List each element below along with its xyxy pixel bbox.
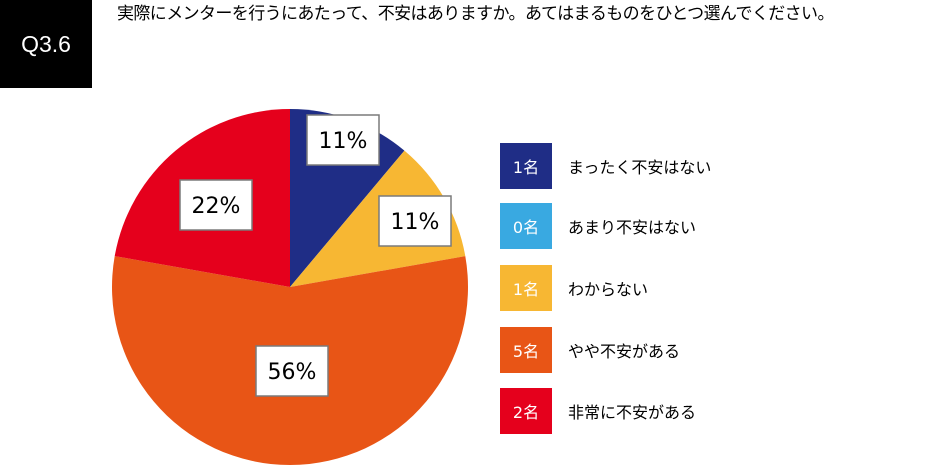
pie-slice-3 [290, 150, 466, 287]
legend-label-5: 非常に不安がある [568, 403, 697, 422]
slice-percent-5: 22% [192, 194, 241, 219]
legend-item-1: 1名 まったく不安はない [500, 143, 711, 189]
legend-label-4: やや不安がある [568, 342, 681, 361]
question-text: 実際にメンターを行うにあたって、不安はありますか。あてはまるものをひとつ選んでく… [117, 4, 834, 24]
legend-item-5: 2名 非常に不安がある [500, 388, 696, 434]
slice-label-4: 56% [255, 345, 329, 397]
legend-count-2: 0名 [500, 203, 552, 249]
slice-label-3: 11% [378, 195, 452, 247]
legend-count-3: 1名 [500, 265, 552, 311]
legend-count-5: 2名 [500, 388, 552, 434]
legend-item-3: 1名 わからない [500, 265, 648, 311]
legend-count-1: 1名 [500, 143, 552, 189]
question-number-badge: Q3.6 [0, 0, 92, 88]
legend-label-2: あまり不安はない [568, 218, 697, 237]
slice-label-1: 11% [306, 114, 380, 166]
slice-percent-4: 56% [268, 360, 317, 385]
legend-label-1: まったく不安はない [568, 158, 712, 177]
legend-count-4: 5名 [500, 327, 552, 373]
slice-percent-1: 11% [319, 129, 368, 154]
legend-item-4: 5名 やや不安がある [500, 327, 680, 373]
slice-percent-3: 11% [391, 210, 440, 235]
legend-item-2: 0名 あまり不安はない [500, 203, 696, 249]
slice-label-5: 22% [179, 179, 253, 231]
legend-label-3: わからない [568, 280, 649, 299]
